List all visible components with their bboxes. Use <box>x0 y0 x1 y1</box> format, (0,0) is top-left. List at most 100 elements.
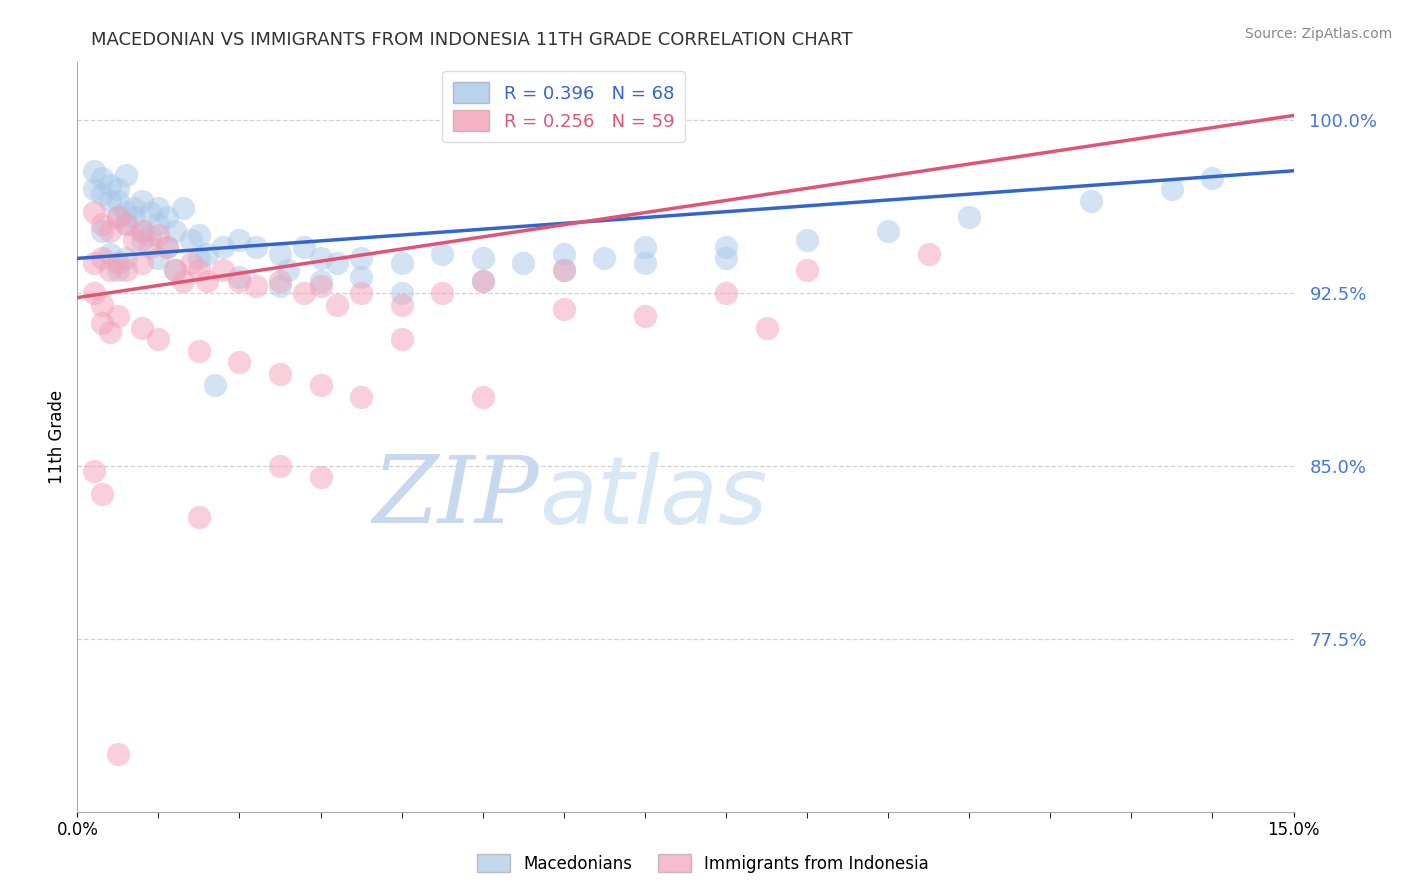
Point <box>98 247 121 261</box>
Point <box>122 210 145 224</box>
Point <box>350 269 373 284</box>
Text: ZIP: ZIP <box>373 452 540 542</box>
Point <box>228 355 250 369</box>
Legend: R = 0.396   N = 68, R = 0.256   N = 59: R = 0.396 N = 68, R = 0.256 N = 59 <box>443 71 685 142</box>
Point <box>634 309 657 323</box>
Point <box>172 201 194 215</box>
Point <box>796 263 818 277</box>
Point <box>90 486 112 500</box>
Legend: Macedonians, Immigrants from Indonesia: Macedonians, Immigrants from Indonesia <box>470 847 936 880</box>
Point <box>471 275 494 289</box>
Point <box>83 182 105 196</box>
Text: MACEDONIAN VS IMMIGRANTS FROM INDONESIA 11TH GRADE CORRELATION CHART: MACEDONIAN VS IMMIGRANTS FROM INDONESIA … <box>91 31 853 49</box>
Point <box>245 279 267 293</box>
Point <box>83 256 105 270</box>
Point <box>107 210 129 224</box>
Point <box>131 224 153 238</box>
Point <box>430 247 453 261</box>
Point <box>90 297 112 311</box>
Text: Source: ZipAtlas.com: Source: ZipAtlas.com <box>1244 27 1392 41</box>
Point <box>131 320 153 334</box>
Point <box>148 217 170 231</box>
Point <box>796 233 818 247</box>
Point <box>188 343 211 358</box>
Point <box>593 252 616 266</box>
Point <box>90 186 112 201</box>
Point <box>277 263 299 277</box>
Point <box>98 263 121 277</box>
Y-axis label: 11th Grade: 11th Grade <box>48 390 66 484</box>
Point <box>877 224 900 238</box>
Point <box>212 240 235 254</box>
Point <box>350 390 373 404</box>
Point <box>115 169 138 183</box>
Point <box>180 256 202 270</box>
Point <box>269 275 291 289</box>
Point <box>163 263 186 277</box>
Point <box>957 210 980 224</box>
Point <box>122 233 145 247</box>
Point <box>155 240 177 254</box>
Point <box>634 256 657 270</box>
Point <box>115 263 138 277</box>
Point <box>471 390 494 404</box>
Point <box>148 201 170 215</box>
Point <box>391 297 413 311</box>
Point <box>90 170 112 185</box>
Point <box>228 233 250 247</box>
Point <box>512 256 534 270</box>
Point <box>83 205 105 219</box>
Point <box>107 182 129 196</box>
Point <box>83 163 105 178</box>
Point <box>155 210 177 224</box>
Point <box>115 217 138 231</box>
Point <box>309 275 332 289</box>
Point <box>90 224 112 238</box>
Point <box>83 463 105 477</box>
Point <box>107 194 129 208</box>
Point <box>471 275 494 289</box>
Point <box>115 217 138 231</box>
Point <box>204 378 226 392</box>
Point <box>195 275 218 289</box>
Point <box>148 252 170 266</box>
Point <box>634 240 657 254</box>
Point <box>139 205 162 219</box>
Point <box>269 367 291 381</box>
Point <box>714 252 737 266</box>
Point <box>98 194 121 208</box>
Point <box>1161 182 1184 196</box>
Point <box>90 217 112 231</box>
Point <box>391 285 413 300</box>
Point <box>755 320 778 334</box>
Point <box>228 275 250 289</box>
Point <box>195 247 218 261</box>
Point <box>269 247 291 261</box>
Point <box>350 252 373 266</box>
Point <box>430 285 453 300</box>
Point <box>269 458 291 473</box>
Point <box>391 332 413 346</box>
Point <box>115 205 138 219</box>
Point <box>163 224 186 238</box>
Point <box>188 252 211 266</box>
Point <box>172 275 194 289</box>
Point <box>326 256 349 270</box>
Point <box>309 378 332 392</box>
Point <box>107 309 129 323</box>
Point <box>553 263 575 277</box>
Point <box>90 316 112 330</box>
Point <box>131 233 153 247</box>
Point <box>98 325 121 339</box>
Point <box>212 263 235 277</box>
Point <box>292 285 315 300</box>
Point <box>163 263 186 277</box>
Point <box>90 252 112 266</box>
Point <box>139 240 162 254</box>
Point <box>269 279 291 293</box>
Point <box>122 201 145 215</box>
Point <box>471 252 494 266</box>
Point <box>180 233 202 247</box>
Point <box>98 224 121 238</box>
Point <box>228 269 250 284</box>
